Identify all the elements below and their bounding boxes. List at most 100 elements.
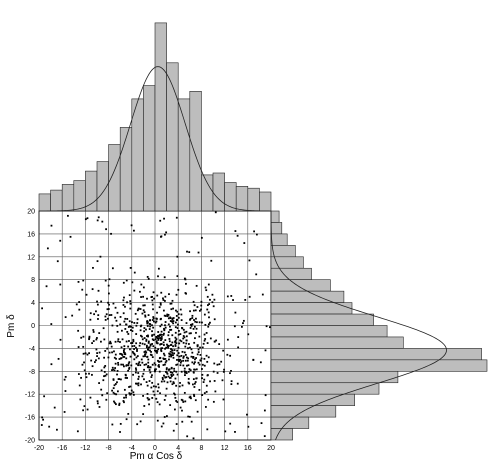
- scatter-point: [125, 357, 128, 360]
- scatter-point: [188, 415, 191, 418]
- right-histogram-bar: [270, 382, 380, 395]
- scatter-point: [169, 404, 172, 406]
- scatter-point: [114, 362, 117, 365]
- scatter-point: [151, 381, 154, 384]
- scatter-point: [187, 347, 189, 350]
- scatter-point: [173, 367, 176, 370]
- scatter-point: [158, 357, 161, 360]
- scatter-point: [153, 333, 155, 336]
- scatter-point: [156, 311, 158, 314]
- scatter-point: [167, 334, 170, 337]
- scatter-point: [166, 372, 169, 375]
- scatter-point: [133, 352, 136, 355]
- scatter-point: [204, 323, 207, 326]
- scatter-point: [148, 403, 150, 406]
- scatter-point: [63, 378, 66, 381]
- scatter-point: [113, 400, 115, 403]
- scatter-point: [186, 250, 188, 253]
- scatter-point: [209, 380, 211, 383]
- scatter-point: [42, 418, 45, 421]
- scatter-point: [197, 361, 200, 364]
- scatter-point: [120, 346, 123, 349]
- scatter-point: [167, 331, 170, 334]
- scatter-point: [160, 380, 163, 383]
- scatter-point: [124, 377, 127, 379]
- scatter-point: [137, 362, 140, 365]
- scatter-point: [209, 337, 212, 340]
- scatter-point: [260, 422, 263, 425]
- scatter-point: [149, 366, 152, 369]
- scatter-point: [199, 354, 202, 356]
- scatter-point: [110, 314, 113, 316]
- scatter-point: [190, 332, 192, 335]
- scatter-point: [94, 361, 96, 363]
- scatter-point: [172, 429, 175, 432]
- scatter-point: [182, 364, 185, 367]
- scatter-point: [116, 311, 119, 314]
- top-histogram-bar: [143, 85, 156, 212]
- scatter-point: [136, 322, 139, 324]
- scatter-point: [139, 308, 142, 310]
- scatter-point: [177, 313, 180, 316]
- scatter-point: [194, 381, 197, 383]
- scatter-point: [107, 356, 110, 359]
- scatter-point: [212, 400, 215, 403]
- top-histogram-bar: [85, 170, 98, 212]
- scatter-point: [92, 331, 95, 333]
- scatter-point: [127, 412, 130, 415]
- scatter-point: [81, 288, 84, 291]
- scatter-point: [45, 285, 48, 288]
- scatter-point: [168, 352, 171, 355]
- scatter-point: [99, 255, 102, 258]
- x-tick-label: -16: [57, 445, 67, 452]
- scatter-point: [129, 393, 132, 396]
- scatter-point: [108, 303, 110, 306]
- scatter-point: [195, 317, 197, 320]
- scatter-point: [131, 351, 134, 353]
- scatter-point: [83, 361, 85, 364]
- scatter-point: [118, 404, 121, 406]
- scatter-point: [197, 351, 200, 353]
- scatter-point: [147, 334, 149, 337]
- scatter-point: [187, 370, 190, 373]
- scatter-point: [156, 419, 159, 422]
- scatter-point: [135, 369, 138, 371]
- scatter-point: [162, 364, 165, 366]
- scatter-point: [113, 401, 116, 404]
- right-histogram-bar: [270, 245, 296, 258]
- scatter-point: [204, 286, 207, 289]
- scatter-point: [152, 308, 154, 311]
- scatter-point: [237, 336, 240, 338]
- top-histogram-bar: [201, 174, 214, 212]
- scatter-point: [188, 396, 191, 399]
- scatter-point: [124, 305, 126, 308]
- scatter-point: [91, 342, 94, 345]
- scatter-point: [192, 309, 195, 312]
- scatter-point: [132, 340, 135, 343]
- scatter-point: [96, 260, 99, 263]
- scatter-point: [125, 279, 128, 282]
- scatter-point: [216, 372, 219, 374]
- scatter-point: [230, 369, 232, 372]
- scatter-point: [201, 394, 204, 396]
- scatter-point: [145, 381, 148, 383]
- scatter-point: [187, 381, 190, 384]
- scatter-point: [192, 300, 195, 303]
- scatter-point: [41, 416, 44, 419]
- scatter-point: [184, 371, 186, 374]
- scatter-point: [243, 242, 246, 244]
- scatter-point: [84, 218, 87, 221]
- scatter-point: [104, 350, 107, 352]
- scatter-point: [147, 361, 150, 364]
- scatter-point: [252, 358, 255, 361]
- scatter-point: [162, 309, 165, 312]
- scatter-point: [162, 352, 165, 355]
- scatter-point: [165, 371, 168, 374]
- right-histogram-bar: [270, 336, 404, 349]
- scatter-point: [206, 295, 209, 298]
- scatter-point: [169, 325, 171, 328]
- scatter-point: [144, 350, 147, 353]
- scatter-point: [151, 330, 153, 333]
- scatter-point: [200, 236, 203, 239]
- scatter-point: [218, 363, 221, 366]
